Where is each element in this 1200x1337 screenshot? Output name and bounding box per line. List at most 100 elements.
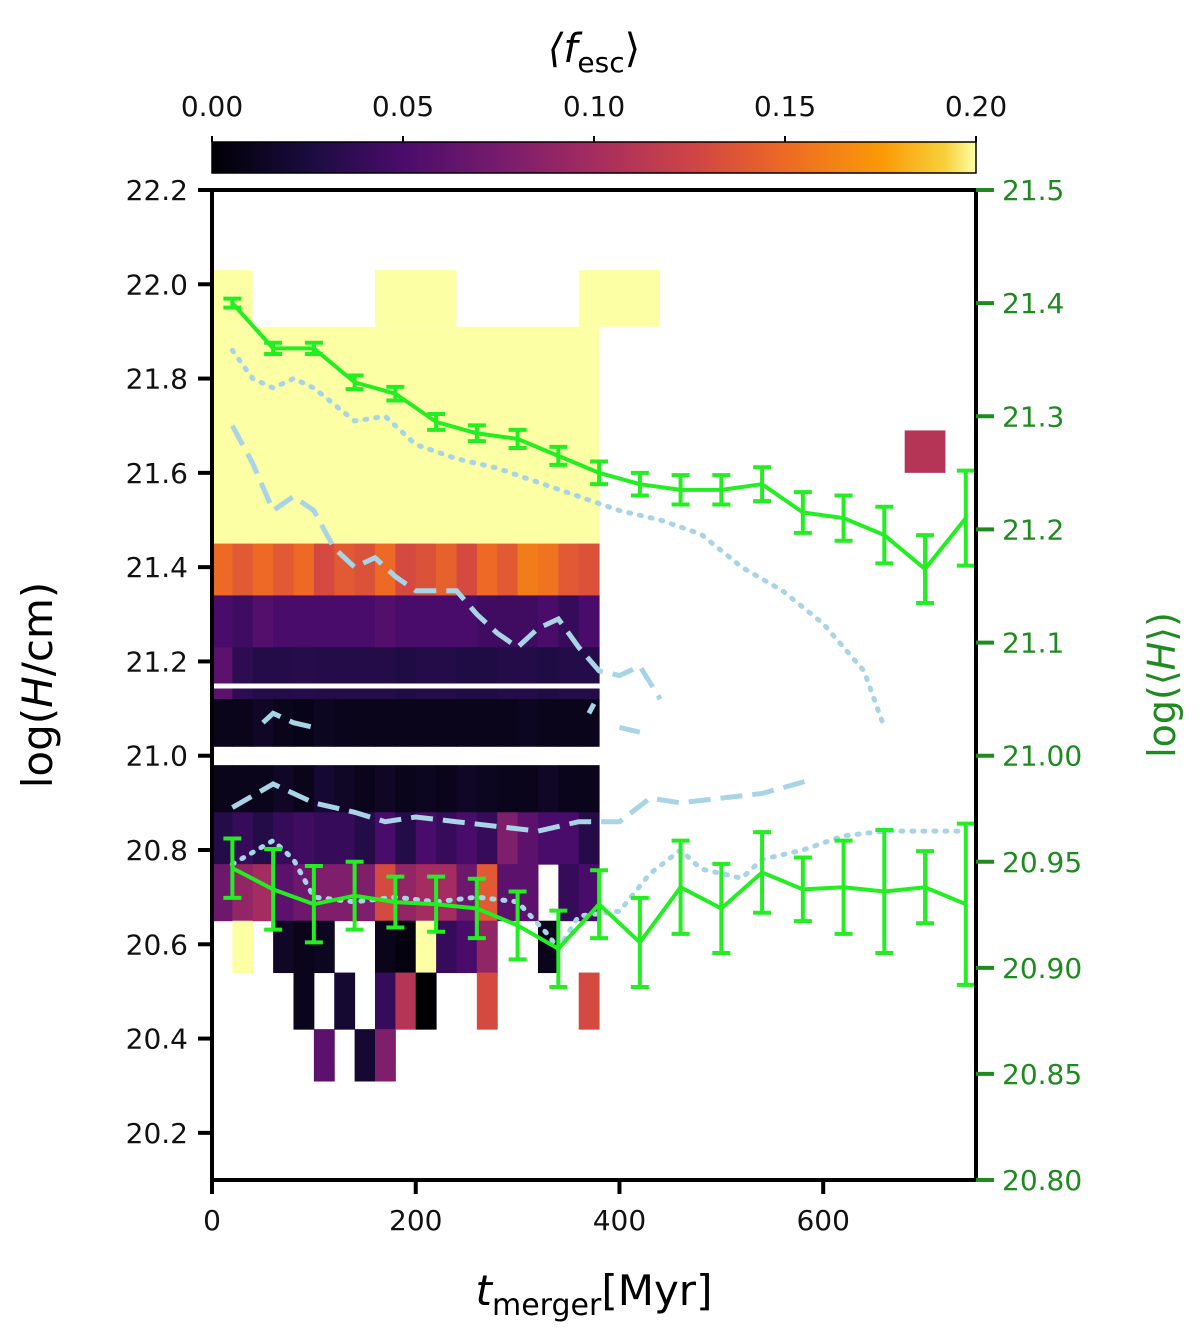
heatmap-cell: [395, 765, 417, 813]
right-tick-label: 20.90: [1002, 952, 1082, 985]
heatmap-cell: [578, 812, 600, 865]
heatmap-cell: [354, 765, 376, 813]
colorbar-gradient: [211, 141, 977, 174]
heatmap-cell: [293, 765, 315, 813]
left-tick-label: 20.2: [126, 1117, 188, 1150]
heatmap-cell: [578, 972, 600, 1030]
heatmap-cell: [497, 812, 519, 865]
left-tick-label: 21.4: [126, 551, 188, 584]
heatmap-cell: [395, 699, 417, 747]
heatmap-cell: [354, 1029, 376, 1082]
heatmap-cell: [476, 972, 498, 1030]
colorbar-tick-label: 0.15: [754, 90, 816, 123]
heatmap-cell: [476, 920, 498, 974]
heatmap-cell: [273, 647, 294, 700]
heatmap-cell: [395, 326, 417, 545]
heatmap-cell: [374, 1029, 396, 1082]
heatmap-cell: [578, 543, 600, 596]
heatmap-cell: [537, 812, 559, 865]
heatmap-cell: [436, 765, 457, 813]
bottom-tick-label: 0: [203, 1204, 221, 1237]
colorbar-tick-label: 0.00: [181, 90, 243, 123]
heatmap-cell: [212, 595, 233, 648]
heatmap-cell: [497, 864, 519, 922]
heatmap-cell: [436, 920, 457, 974]
series-layer: [223, 296, 975, 989]
heatmap-cell: [578, 647, 600, 700]
colorbar-title: ⟨fesc⟩: [548, 26, 641, 79]
heatmap-cell: [252, 647, 274, 700]
heatmap-cell: [252, 326, 274, 545]
heatmap-cell: [578, 326, 600, 545]
heatmap-cell: [517, 812, 539, 865]
left-tick-label: 22.0: [126, 268, 188, 301]
heatmap-cell: [456, 864, 478, 922]
heatmap-cell: [232, 812, 254, 865]
heatmap-cell: [558, 326, 580, 545]
heatmap-cell: [212, 765, 233, 813]
heatmap-empty-cell: [863, 378, 905, 431]
heatmap-cell: [374, 765, 396, 813]
heatmap-cell: [374, 920, 396, 974]
heatmap-cell: [354, 864, 376, 922]
heatmap-cell: [395, 972, 417, 1030]
right-tick-label: 21.5: [1002, 174, 1064, 207]
heatmap-cell: [334, 972, 356, 1030]
heatmap-cell: [293, 543, 315, 596]
heatmap-cell: [395, 595, 417, 648]
heatmap-cell: [395, 543, 417, 596]
dashed-upper-line: [230, 424, 663, 701]
heatmap-cell: [374, 326, 396, 545]
heatmap-cell: [273, 920, 294, 974]
heatmap-cell: [334, 765, 356, 813]
y-axis-title-left: log(H/cm): [13, 582, 62, 789]
dashed-upper-line: [618, 724, 641, 735]
colorbar-tick-label: 0.10: [563, 90, 625, 123]
right-tick-label: 20.95: [1002, 846, 1082, 879]
heatmap-empty-cell: [904, 482, 946, 506]
heatmap-cell: [578, 765, 600, 813]
heatmap-cell: [334, 543, 356, 596]
heatmap-cell: [558, 647, 580, 700]
heatmap-cell: [578, 595, 600, 648]
heatmap-cell: [293, 920, 315, 974]
heatmap-cell: [476, 765, 498, 813]
right-tick-label: 20.85: [1002, 1058, 1082, 1091]
heatmap-cell: [436, 595, 457, 648]
left-tick-label: 22.2: [126, 174, 188, 207]
heatmap-cell: [517, 765, 539, 813]
heatmap-cell: [212, 699, 233, 747]
heatmap-cell: [558, 543, 580, 596]
heatmap-cell: [395, 920, 417, 974]
heatmap-cell: [374, 864, 396, 922]
heatmap-cell: [374, 595, 396, 648]
heatmap-cell: [415, 920, 437, 974]
heatmap-cell: [293, 812, 315, 865]
dashed-upper-line: [586, 702, 597, 715]
heatmap-cell: [232, 543, 254, 596]
heatmap-cell: [395, 864, 417, 922]
heatmap-cell: [334, 647, 356, 700]
heatmap-cell: [293, 647, 315, 700]
heatmap-cell: [395, 647, 417, 700]
right-tick-label: 21.1: [1002, 627, 1064, 660]
heatmap-cell: [497, 326, 519, 545]
heatmap-cell: [436, 699, 457, 747]
heatmap-cell: [273, 543, 294, 596]
heatmap-cell: [313, 647, 335, 700]
heatmap-cell: [232, 699, 254, 747]
heatmap-cell: [537, 765, 559, 813]
heatmap-empty-cell: [456, 270, 579, 327]
heatmap-cell: [212, 864, 233, 922]
heatmap-cell: [313, 812, 335, 865]
heatmap-cell: [497, 765, 519, 813]
heatmap-cell: [904, 430, 946, 473]
heatmap-cell: [558, 812, 580, 865]
heatmap-cell: [293, 864, 315, 922]
left-tick-label: 21.2: [126, 645, 188, 678]
heatmap-cell: [456, 765, 478, 813]
heatmap-cell: [558, 699, 580, 747]
heatmap-cell: [415, 647, 437, 700]
heatmap-cell: [456, 543, 478, 596]
heatmap-cell: [415, 864, 437, 922]
